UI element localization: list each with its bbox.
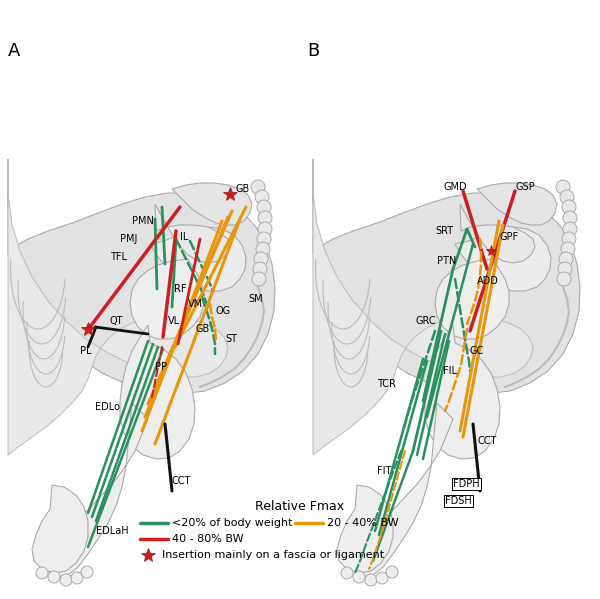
Circle shape	[561, 242, 575, 256]
Circle shape	[60, 574, 72, 586]
Text: GB: GB	[196, 324, 210, 334]
Circle shape	[562, 200, 576, 214]
Text: GC: GC	[469, 346, 483, 356]
Text: B: B	[307, 42, 319, 60]
Text: TFL: TFL	[110, 252, 127, 262]
Text: A: A	[8, 42, 20, 60]
Text: FDSH: FDSH	[445, 496, 472, 506]
Text: IL: IL	[180, 232, 188, 242]
Circle shape	[563, 211, 577, 225]
Polygon shape	[150, 227, 246, 291]
Circle shape	[254, 252, 268, 266]
Circle shape	[255, 190, 269, 204]
Polygon shape	[435, 259, 509, 339]
Text: SM: SM	[248, 294, 263, 304]
Circle shape	[48, 571, 60, 583]
Polygon shape	[172, 183, 252, 225]
Text: GB: GB	[236, 184, 250, 194]
Text: <20% of body weight: <20% of body weight	[172, 518, 293, 528]
Circle shape	[257, 232, 271, 246]
Circle shape	[341, 567, 353, 579]
Text: 40 - 80% BW: 40 - 80% BW	[172, 534, 244, 544]
Polygon shape	[313, 159, 533, 455]
Text: PMJ: PMJ	[120, 234, 137, 244]
Text: ST: ST	[225, 334, 237, 344]
Circle shape	[560, 190, 574, 204]
Circle shape	[386, 566, 398, 578]
Text: Insertion mainly on a fascia or ligament: Insertion mainly on a fascia or ligament	[162, 550, 384, 560]
Circle shape	[563, 222, 577, 236]
Text: FIT: FIT	[377, 466, 391, 476]
Text: FIL: FIL	[443, 366, 457, 376]
Text: FDPH: FDPH	[453, 479, 479, 489]
Text: PP: PP	[155, 362, 167, 372]
Polygon shape	[120, 325, 195, 459]
Circle shape	[258, 211, 272, 225]
Text: ADD: ADD	[477, 276, 499, 286]
Text: PL: PL	[80, 346, 91, 356]
Text: Relative Fmax: Relative Fmax	[256, 501, 344, 513]
Circle shape	[556, 180, 570, 194]
Text: 20 - 40% BW: 20 - 40% BW	[327, 518, 398, 528]
Circle shape	[365, 574, 377, 586]
Polygon shape	[8, 159, 228, 455]
Circle shape	[257, 200, 271, 214]
Circle shape	[353, 571, 365, 583]
Circle shape	[256, 242, 270, 256]
Circle shape	[557, 272, 571, 286]
Polygon shape	[425, 325, 500, 459]
Circle shape	[252, 272, 266, 286]
Text: GSP: GSP	[515, 182, 535, 192]
Circle shape	[253, 262, 267, 276]
Circle shape	[81, 566, 93, 578]
Text: VM: VM	[188, 299, 203, 309]
Polygon shape	[46, 403, 148, 577]
Circle shape	[36, 567, 48, 579]
Text: GRC: GRC	[415, 316, 436, 326]
Polygon shape	[351, 403, 453, 577]
Text: PMN: PMN	[132, 216, 154, 226]
Circle shape	[376, 572, 388, 584]
Text: TCR: TCR	[377, 379, 396, 389]
Text: VL: VL	[168, 316, 180, 326]
Polygon shape	[130, 259, 204, 339]
Polygon shape	[313, 159, 580, 394]
Circle shape	[71, 572, 83, 584]
Circle shape	[251, 180, 265, 194]
Text: GMD: GMD	[443, 182, 467, 192]
Text: CCT: CCT	[477, 436, 496, 446]
Text: CCT: CCT	[172, 476, 191, 486]
Text: OG: OG	[216, 306, 231, 316]
Circle shape	[258, 222, 272, 236]
Polygon shape	[32, 485, 88, 573]
Text: EDLaH: EDLaH	[96, 526, 128, 536]
Text: RF: RF	[174, 284, 187, 294]
Polygon shape	[337, 485, 393, 573]
Polygon shape	[155, 204, 230, 263]
Polygon shape	[477, 183, 557, 225]
Text: QT: QT	[110, 316, 124, 326]
Text: GPF: GPF	[500, 232, 519, 242]
Text: SRT: SRT	[435, 226, 453, 236]
Polygon shape	[460, 204, 535, 263]
Polygon shape	[455, 227, 551, 291]
Circle shape	[562, 232, 576, 246]
Text: PTN: PTN	[437, 256, 456, 266]
Circle shape	[558, 262, 572, 276]
Text: EDLo: EDLo	[95, 402, 120, 412]
Polygon shape	[8, 159, 275, 394]
Circle shape	[559, 252, 573, 266]
